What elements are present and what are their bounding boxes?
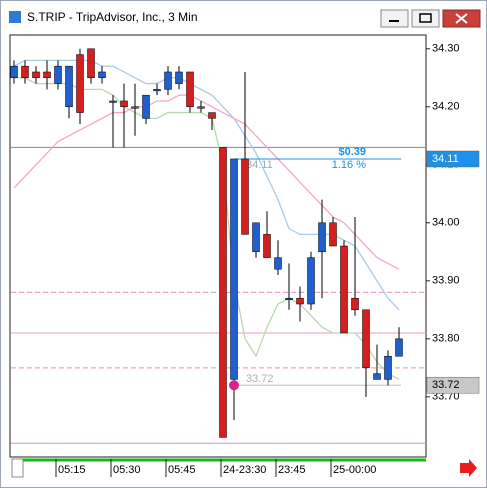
y-tick-label: 33.90 xyxy=(432,275,460,287)
app-icon xyxy=(9,11,21,23)
candle-body xyxy=(219,147,227,438)
candle-body xyxy=(230,158,238,380)
candle-body xyxy=(175,71,183,84)
candle-body xyxy=(263,234,271,258)
candle-body xyxy=(362,309,370,369)
candle-body xyxy=(241,158,249,235)
candle-body xyxy=(329,222,337,247)
minimize-button[interactable] xyxy=(380,9,409,28)
candle-body xyxy=(164,71,172,90)
candle-body xyxy=(340,245,348,334)
candle-body xyxy=(186,71,194,108)
candle-body xyxy=(208,112,216,119)
candle-body xyxy=(54,65,62,84)
candle-body xyxy=(274,257,282,270)
price-label: 34.11 xyxy=(432,153,459,165)
y-tick-label: 34.00 xyxy=(432,217,460,229)
candle-body xyxy=(10,65,18,79)
y-tick-label: 34.20 xyxy=(432,101,460,113)
candle-body xyxy=(351,297,359,311)
scroll-thumb[interactable] xyxy=(11,458,24,478)
candle-body xyxy=(21,65,29,79)
x-tick-label: 05:30 xyxy=(113,464,141,476)
window-title: S.TRIP - TripAdvisor, Inc., 3 Min xyxy=(27,10,198,24)
candle-body xyxy=(384,355,392,380)
candle-body xyxy=(197,106,205,109)
measure-label: 34.11 xyxy=(246,159,273,171)
candle-body xyxy=(109,100,117,103)
scroll-right-arrow[interactable] xyxy=(460,459,477,477)
x-tick-label: 25-00:00 xyxy=(333,464,376,476)
y-tick-label: 34.30 xyxy=(432,43,460,55)
candle-body xyxy=(142,94,150,119)
y-tick-label: 33.70 xyxy=(432,391,460,403)
candle-body xyxy=(318,222,326,253)
candle-body xyxy=(395,338,403,357)
candle-body xyxy=(296,297,304,305)
x-tick-label: 23:45 xyxy=(278,464,306,476)
x-tick-label: 05:45 xyxy=(168,464,196,476)
ma-line xyxy=(13,94,400,270)
price-label: 33.72 xyxy=(432,379,460,391)
candle-body xyxy=(65,65,73,108)
candle-body xyxy=(252,222,260,253)
maximize-button[interactable] xyxy=(411,9,440,28)
x-tick-label: 24-23:30 xyxy=(223,464,266,476)
price-box xyxy=(426,150,480,168)
candle-body xyxy=(120,100,128,108)
candle-body xyxy=(285,297,293,300)
price-box xyxy=(426,376,480,394)
candle-body xyxy=(307,257,315,305)
candle-body xyxy=(373,373,381,380)
candle-body xyxy=(98,71,106,79)
candle-body xyxy=(76,54,84,113)
y-tick-label: 33.80 xyxy=(432,333,460,345)
candle-body xyxy=(153,89,161,92)
candle-body xyxy=(131,106,139,109)
measure-label: 33.72 xyxy=(246,373,274,385)
measure-percent: 1.16 % xyxy=(332,159,366,171)
x-tick-label: 05:15 xyxy=(58,464,86,476)
marker xyxy=(229,380,239,391)
candle-body xyxy=(87,48,95,79)
measure-change: $0.39 xyxy=(338,146,366,158)
candle-body xyxy=(32,71,40,79)
candle-body xyxy=(43,71,51,79)
